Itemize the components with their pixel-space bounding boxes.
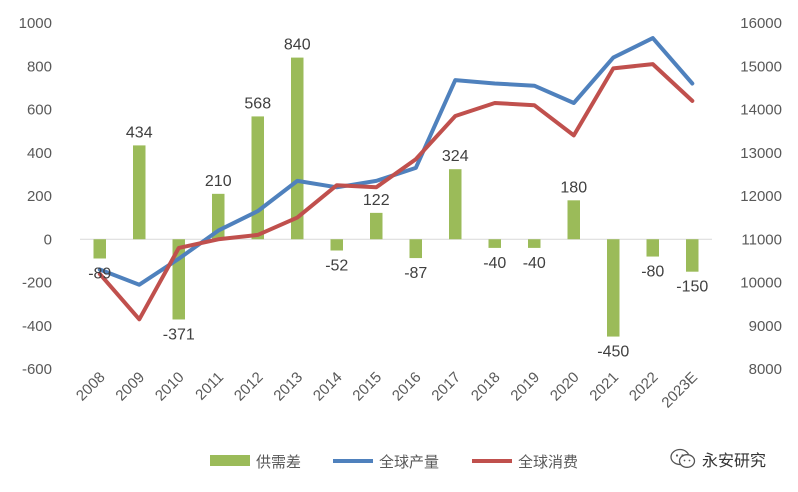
bar-2017: [449, 169, 462, 240]
x-tick-label: 2013: [270, 369, 306, 405]
bar-2020: [567, 200, 580, 240]
right-axis-ticks: 16000 15000 14000 13000 12000 11000 10000 9000 8…: [740, 15, 782, 378]
x-tick-label: 2019: [507, 369, 543, 405]
bar-2016: [409, 239, 422, 259]
data-label: 568: [244, 95, 271, 112]
bar-2022: [646, 239, 659, 257]
data-label: 180: [560, 179, 587, 196]
right-tick-label: 15000: [740, 58, 782, 75]
bar-2023E: [686, 239, 699, 272]
left-tick-label: 0: [44, 231, 52, 248]
data-label: -52: [325, 257, 348, 274]
right-tick-label: 13000: [740, 145, 782, 162]
bar-2009: [133, 145, 146, 240]
bar-2014: [330, 239, 343, 251]
data-label: 210: [205, 173, 232, 190]
wechat-icon: [670, 448, 696, 468]
data-label: -40: [483, 255, 506, 272]
x-axis-ticks: 2008 2009 2010 2011 2012 2013 2014 2015 2016 2017…: [73, 369, 701, 412]
x-tick-label: 2018: [468, 369, 504, 405]
data-label: -87: [404, 265, 427, 282]
x-tick-label: 2012: [231, 369, 267, 405]
x-tick-label: 2014: [310, 369, 346, 405]
legend-swatch: [210, 455, 250, 466]
x-tick-label: 2021: [586, 369, 622, 405]
legend-label: 全球产量: [379, 453, 439, 471]
data-label: 840: [284, 37, 311, 54]
x-tick-label: 2023E: [658, 369, 701, 412]
left-tick-label: -400: [22, 318, 52, 335]
x-tick-label: 2017: [428, 369, 464, 405]
bar-2015: [370, 212, 383, 240]
x-tick-label: 2020: [547, 369, 583, 405]
data-label: -80: [641, 264, 664, 281]
data-label: -89: [88, 265, 111, 282]
right-tick-label: 14000: [740, 102, 782, 119]
bar-series: [93, 57, 699, 337]
left-axis-ticks: 1000 800 600 400 200 0 -200 -400 -600: [19, 15, 52, 378]
watermark: 永安研究: [670, 446, 766, 472]
line-全球消费: [97, 62, 695, 322]
data-label: -150: [676, 279, 708, 296]
left-tick-label: 800: [27, 58, 52, 75]
right-tick-label: 11000: [741, 231, 782, 248]
bar-2021: [607, 239, 620, 337]
left-tick-label: 1000: [19, 15, 52, 32]
data-label: 324: [442, 148, 469, 165]
legend-label: 全球消费: [518, 453, 578, 471]
x-tick-label: 2011: [192, 369, 227, 404]
x-tick-label: 2016: [389, 369, 425, 405]
legend: 供需差 全球产量 全球消费: [210, 453, 578, 471]
data-labels: -89 434 -371 210 568 840 -52 122 -87 324 -40 -40 180…: [88, 37, 708, 361]
right-tick-label: 9000: [749, 318, 782, 335]
right-tick-label: 12000: [740, 188, 782, 205]
right-tick-label: 10000: [740, 275, 782, 292]
bar-2019: [528, 239, 541, 248]
x-tick-label: 2015: [349, 369, 385, 405]
left-tick-label: -200: [22, 275, 52, 292]
line-series: [97, 36, 695, 322]
x-tick-label: 2010: [152, 369, 188, 405]
data-label: 122: [363, 192, 390, 209]
bar-2018: [488, 239, 501, 248]
left-tick-label: 600: [27, 102, 52, 119]
x-tick-label: 2008: [73, 369, 109, 405]
bar-2008: [93, 239, 106, 259]
bar-2013: [291, 57, 304, 240]
left-tick-label: 200: [27, 188, 52, 205]
right-tick-label: 16000: [740, 15, 782, 32]
data-label: 434: [126, 124, 153, 141]
left-tick-label: -600: [22, 361, 52, 378]
left-tick-label: 400: [27, 145, 52, 162]
data-label: -450: [597, 344, 629, 361]
right-tick-label: 8000: [749, 361, 782, 378]
x-tick-label: 2022: [626, 369, 662, 405]
bar-2012: [251, 116, 264, 240]
data-label: -40: [523, 255, 546, 272]
legend-label: 供需差: [256, 453, 301, 471]
x-tick-label: 2009: [112, 369, 148, 405]
data-label: -371: [163, 326, 195, 343]
watermark-text: 永安研究: [702, 451, 767, 470]
